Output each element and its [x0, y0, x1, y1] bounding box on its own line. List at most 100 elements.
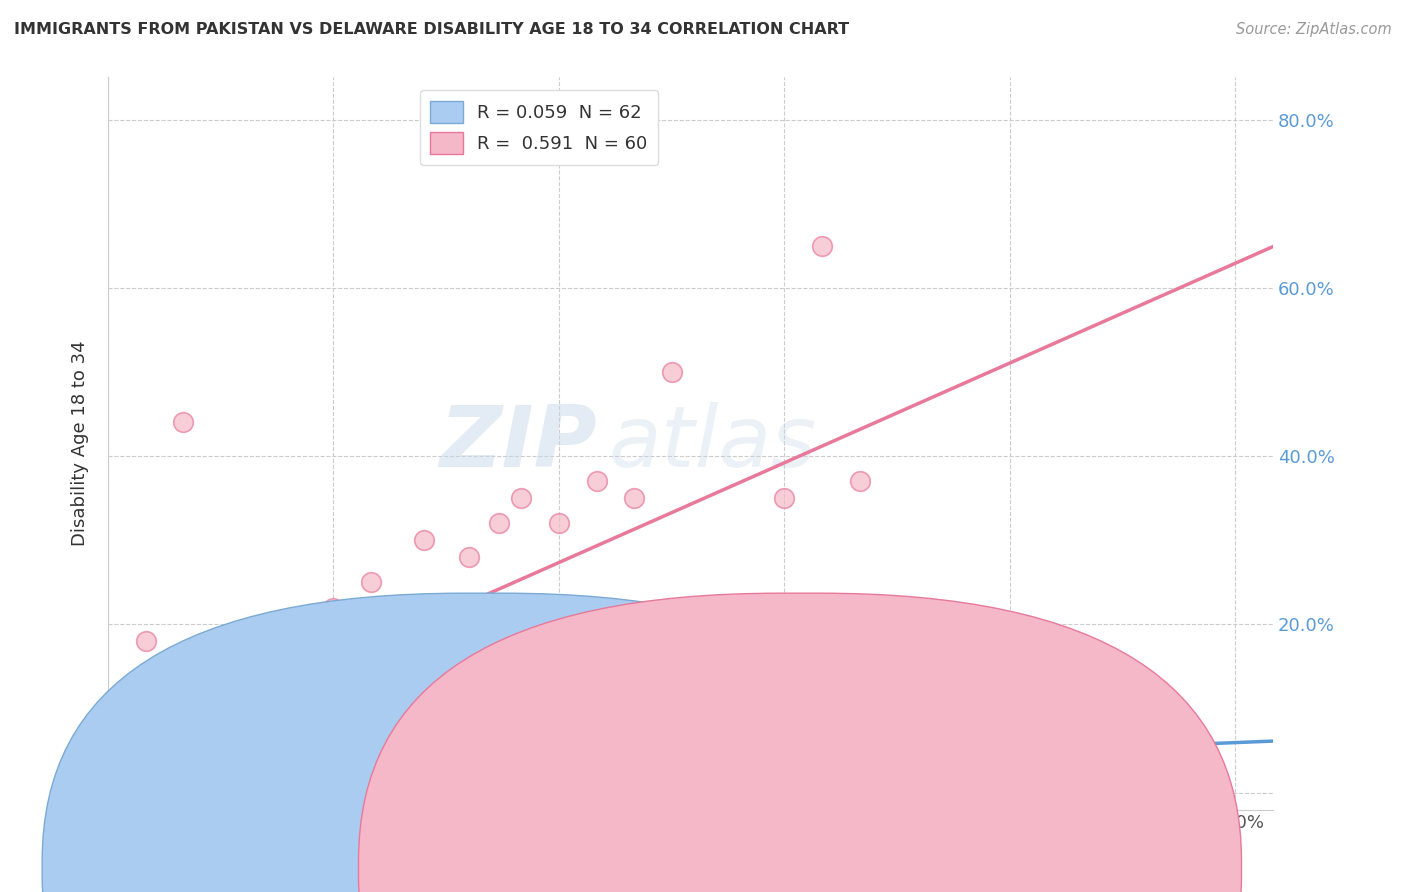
Point — [127, 766, 149, 780]
Point — [134, 790, 156, 805]
Point — [921, 781, 943, 796]
Text: Delaware: Delaware — [830, 860, 908, 878]
Point — [139, 780, 162, 794]
Point — [163, 772, 186, 787]
Point — [105, 772, 128, 786]
Point — [277, 764, 299, 778]
Point — [131, 780, 153, 795]
Point — [145, 780, 167, 795]
Point — [326, 793, 349, 807]
Point — [125, 780, 148, 795]
Point — [165, 780, 187, 794]
Point — [450, 774, 472, 789]
Point — [315, 686, 337, 700]
Point — [148, 765, 170, 780]
Point — [443, 769, 465, 783]
Point — [148, 773, 170, 788]
Point — [811, 238, 834, 252]
Point — [98, 786, 121, 800]
Point — [848, 475, 870, 489]
Point — [165, 775, 187, 789]
Point — [411, 773, 433, 788]
Point — [152, 744, 174, 758]
Point — [172, 416, 194, 430]
Point — [596, 760, 619, 774]
Point — [100, 756, 122, 771]
Point — [368, 784, 391, 798]
Point — [136, 785, 159, 799]
Point — [412, 533, 434, 548]
Point — [247, 659, 270, 673]
Point — [169, 752, 191, 766]
Point — [117, 772, 139, 786]
Point — [108, 764, 131, 778]
Point — [103, 773, 125, 788]
Point — [112, 774, 135, 789]
Point — [134, 779, 156, 793]
Point — [120, 772, 142, 787]
Point — [138, 788, 160, 802]
Point — [232, 684, 254, 698]
Point — [239, 788, 262, 802]
Point — [143, 773, 166, 788]
Point — [510, 491, 533, 506]
Text: IMMIGRANTS FROM PAKISTAN VS DELAWARE DISABILITY AGE 18 TO 34 CORRELATION CHART: IMMIGRANTS FROM PAKISTAN VS DELAWARE DIS… — [14, 22, 849, 37]
Point — [242, 789, 264, 804]
Point — [661, 365, 683, 379]
Point — [585, 475, 607, 489]
Point — [152, 778, 174, 792]
Point — [307, 642, 329, 657]
Point — [125, 782, 148, 797]
Legend: R = 0.059  N = 62, R =  0.591  N = 60: R = 0.059 N = 62, R = 0.591 N = 60 — [419, 90, 658, 165]
Point — [1036, 752, 1059, 766]
Point — [488, 516, 510, 531]
Point — [138, 772, 160, 787]
Point — [112, 764, 135, 778]
Point — [181, 729, 204, 743]
Point — [117, 791, 139, 805]
Point — [122, 782, 145, 797]
Point — [194, 762, 217, 776]
Point — [322, 600, 344, 615]
Point — [101, 788, 124, 802]
Point — [382, 625, 405, 640]
Point — [177, 732, 200, 747]
Point — [197, 750, 219, 764]
Point — [773, 491, 796, 506]
Point — [142, 780, 165, 795]
Point — [284, 617, 307, 632]
Point — [115, 782, 138, 797]
Point — [134, 765, 156, 780]
Point — [538, 619, 561, 633]
Point — [125, 780, 148, 794]
Point — [328, 781, 350, 796]
Point — [204, 760, 226, 774]
Point — [240, 775, 263, 789]
Point — [262, 701, 284, 715]
Point — [111, 782, 134, 797]
Point — [184, 764, 207, 778]
Point — [101, 740, 124, 755]
Point — [257, 764, 280, 778]
Point — [352, 698, 374, 712]
Point — [135, 770, 157, 784]
Text: Immigrants from Pakistan: Immigrants from Pakistan — [513, 860, 727, 878]
Point — [328, 764, 350, 778]
Text: ZIP: ZIP — [440, 402, 598, 485]
Text: Source: ZipAtlas.com: Source: ZipAtlas.com — [1236, 22, 1392, 37]
Point — [97, 749, 120, 764]
Y-axis label: Disability Age 18 to 34: Disability Age 18 to 34 — [72, 341, 89, 546]
Point — [180, 797, 202, 811]
Point — [127, 769, 149, 783]
Point — [246, 681, 269, 696]
Point — [111, 774, 134, 789]
Point — [101, 767, 124, 781]
Point — [110, 786, 132, 800]
Point — [122, 780, 145, 794]
Point — [548, 516, 571, 531]
Point — [98, 781, 121, 796]
Point — [332, 700, 354, 714]
Point — [124, 781, 146, 796]
Point — [174, 781, 197, 796]
Point — [924, 634, 946, 648]
